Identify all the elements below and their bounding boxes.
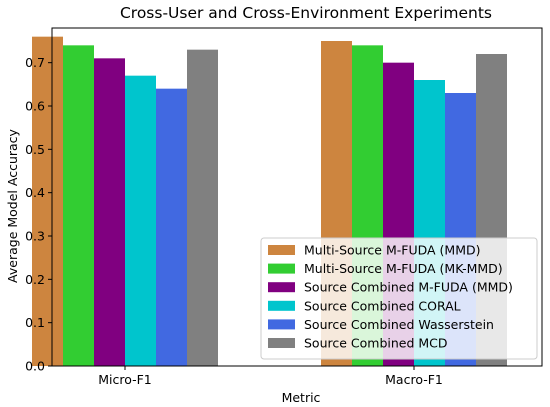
legend-swatch <box>268 263 295 274</box>
legend-box <box>260 237 538 360</box>
y-tick-label: 0.6 <box>25 99 45 114</box>
y-tick-label: 0.3 <box>25 229 45 244</box>
legend-swatch <box>268 300 295 311</box>
legend-swatch <box>268 319 295 330</box>
x-tick-label: Micro-F1 <box>98 372 152 387</box>
legend-label: Source Combined CORAL <box>304 298 461 313</box>
legend-label: Source Combined MCD <box>304 336 448 351</box>
legend-label: Multi-Source M-FUDA (MMD) <box>304 243 480 258</box>
bar <box>187 49 218 367</box>
y-tick-label: 0.7 <box>25 55 45 70</box>
bar <box>156 88 187 367</box>
bar <box>94 58 125 366</box>
x-axis: Micro-F1 Macro-F1 <box>98 366 443 387</box>
y-tick-label: 0.4 <box>25 185 45 200</box>
legend-swatch <box>268 282 295 293</box>
axes-frame <box>51 27 543 367</box>
y-tick-label: 0.5 <box>25 142 45 157</box>
y-axis: 0.0 0.1 0.2 0.3 0.4 0.5 0.6 0.7 <box>25 55 52 374</box>
y-tick-label: 0.1 <box>25 315 45 330</box>
chart-title: Cross-User and Cross-Environment Experim… <box>120 4 492 22</box>
x-tick-label: Macro-F1 <box>385 372 443 387</box>
y-tick-label: 0.0 <box>25 359 45 374</box>
bar <box>125 75 156 367</box>
y-axis-label: Average Model Accuracy <box>5 128 20 282</box>
legend-label: Source Combined M-FUDA (MMD) <box>304 280 513 295</box>
legend-label: Source Combined Wasserstein <box>304 317 494 332</box>
y-tick-label: 0.2 <box>25 272 45 287</box>
bar <box>63 45 94 366</box>
bar <box>32 36 63 367</box>
legend-swatch <box>268 338 295 348</box>
legend-label: Multi-Source M-FUDA (MK-MMD) <box>304 261 503 276</box>
legend: Multi-Source M-FUDA (MMD) Multi-Source M-… <box>260 237 538 360</box>
legend-swatch <box>268 245 295 255</box>
x-axis-label: Metric <box>282 390 321 405</box>
